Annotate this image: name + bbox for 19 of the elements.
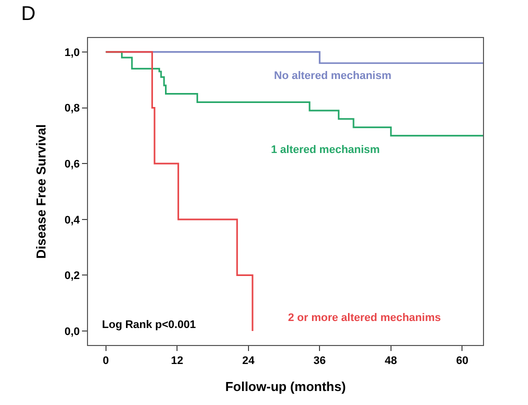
x-tick-label: 24 bbox=[242, 355, 256, 368]
x-tick-label: 48 bbox=[384, 355, 398, 368]
x-tick-label: 0 bbox=[102, 355, 109, 368]
y-tick-label: 0,6 bbox=[64, 158, 80, 170]
x-tick-label: 60 bbox=[456, 355, 468, 368]
y-tick-label: 0,0 bbox=[64, 326, 80, 338]
text: 2 or more altered mechanims bbox=[288, 312, 441, 324]
y-axis-title: Disease Free Survival bbox=[33, 124, 48, 259]
y-tick-label: 0,4 bbox=[64, 214, 81, 226]
chart-title: D bbox=[21, 3, 36, 26]
y-tick-label: 0,8 bbox=[64, 102, 80, 115]
y-tick-label: 0,2 bbox=[64, 270, 80, 282]
series-label: No altered mechanism bbox=[274, 70, 392, 82]
annotation: Log Rank p<0.001 bbox=[102, 319, 196, 331]
x-tick-label: 12 bbox=[170, 355, 184, 368]
y-tick-label: 1,0 bbox=[64, 46, 80, 59]
x-tick-label: 36 bbox=[314, 355, 326, 368]
x-axis-title: Follow-up (months) bbox=[225, 378, 346, 394]
series-label: 1 altered mechanism bbox=[271, 144, 380, 156]
